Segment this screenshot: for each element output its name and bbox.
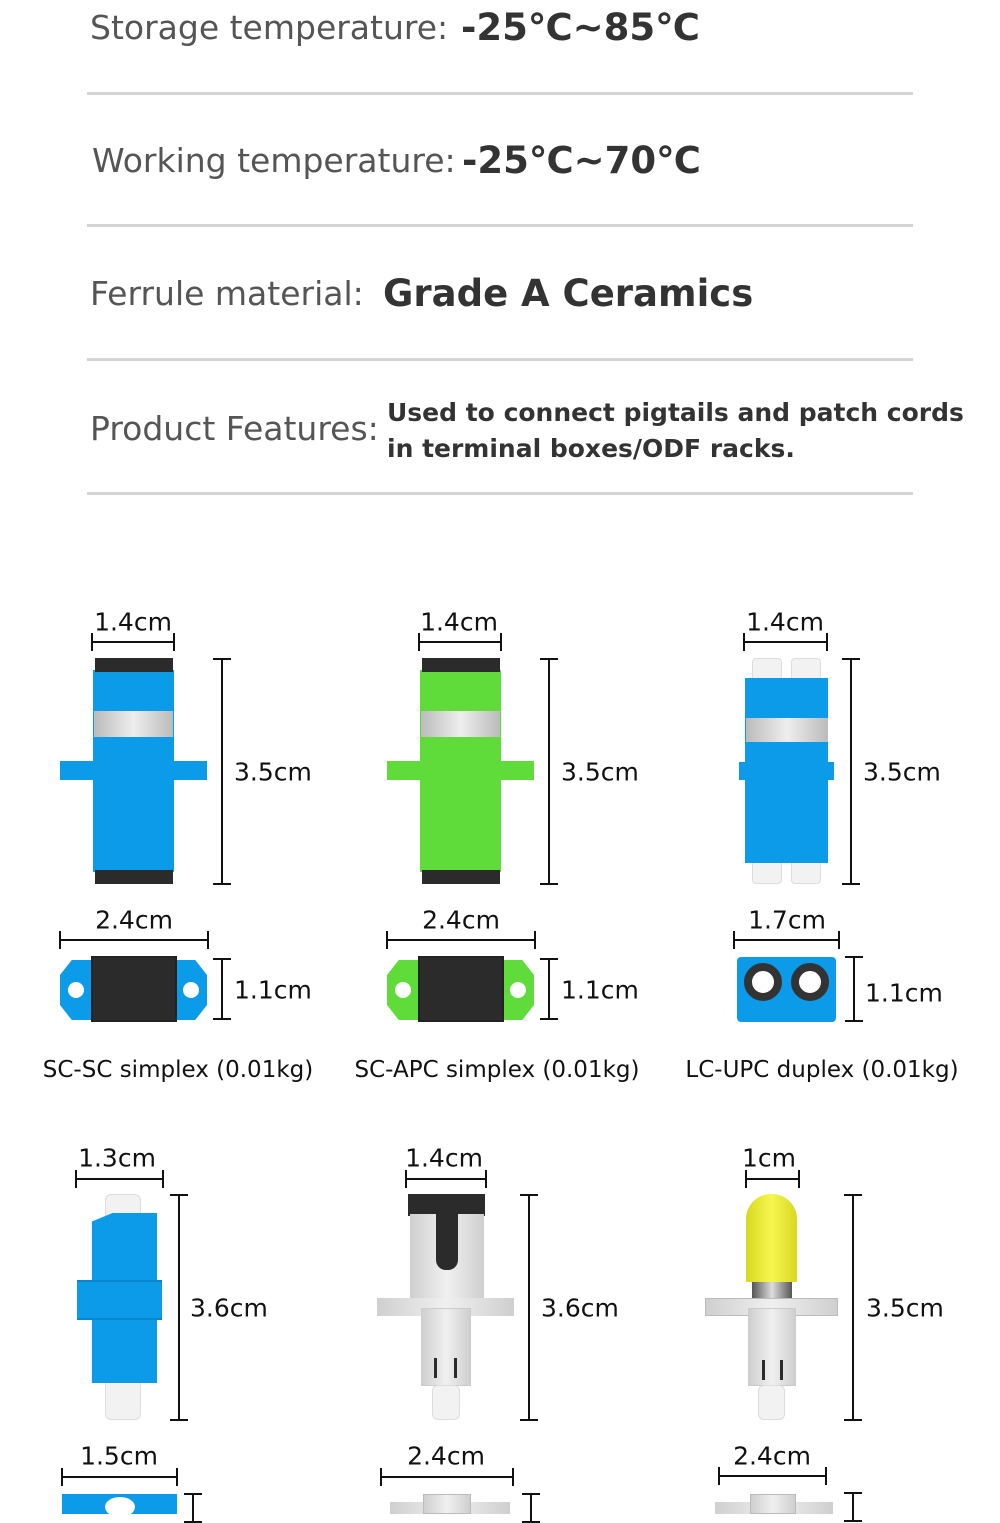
width-dimension-line (745, 1170, 800, 1188)
face-height-dimension-line (184, 1493, 202, 1523)
shutter-slot (436, 1214, 458, 1270)
width-dimension-line (418, 633, 502, 651)
screw-hole (510, 982, 526, 998)
height-label: 3.6cm (190, 1293, 268, 1323)
ferrule (432, 1385, 460, 1420)
dust-cap (746, 1194, 797, 1282)
working-temp-label: Working temperature: (92, 141, 456, 180)
working-temp-value: -25℃~70℃ (462, 139, 701, 182)
latch-slot (780, 1360, 783, 1380)
features-line: Used to connect pigtails and patch cords (387, 398, 964, 427)
adapter-body (745, 678, 828, 863)
height-label: 3.5cm (561, 757, 639, 787)
height-label: 3.5cm (863, 757, 941, 787)
lc-body (421, 1308, 471, 1386)
ferrule-port (744, 963, 782, 1001)
divider (87, 224, 913, 227)
face-height-label: 1.1cm (234, 975, 312, 1005)
face-port (418, 956, 504, 1022)
storage-temp-value: -25℃~85℃ (461, 6, 700, 49)
storage-temp-label: Storage temperature: (90, 8, 449, 47)
metal-clip (421, 711, 500, 737)
ferrule-port (105, 1497, 135, 1517)
width-dimension-line (405, 1170, 487, 1188)
face-height-dimension-line (844, 1492, 862, 1522)
height-dimension-line (213, 658, 231, 885)
face-width-label: 2.4cm (422, 905, 500, 935)
width-label: 1.4cm (405, 1143, 483, 1173)
product-caption: LC-UPC duplex (0.01kg) (685, 1057, 959, 1083)
face-port (423, 1494, 471, 1514)
face-width-dimension-line (380, 1468, 514, 1486)
width-dimension-line (91, 633, 175, 651)
width-dimension-line (75, 1170, 164, 1188)
adapter-body (420, 670, 501, 872)
adapter-body (93, 670, 174, 872)
face-width-dimension-line (59, 931, 209, 949)
latch-slot (454, 1358, 457, 1378)
adapter-cap (422, 870, 500, 884)
st-sleeve (752, 1282, 792, 1300)
face-width-dimension-line (718, 1467, 827, 1485)
face-width-label: 1.7cm (748, 905, 826, 935)
face-width-label: 2.4cm (95, 905, 173, 935)
width-label: 1cm (741, 1143, 797, 1173)
face-width-dimension-line (61, 1468, 178, 1486)
height-dimension-line (842, 658, 860, 885)
ferrule-cap (752, 860, 782, 884)
screw-hole (395, 982, 411, 998)
height-label: 3.5cm (234, 757, 312, 787)
height-label: 3.6cm (541, 1293, 619, 1323)
adapter-cap (95, 658, 173, 672)
metal-clip (94, 711, 173, 737)
screw-hole (183, 982, 199, 998)
metal-clip (746, 718, 828, 742)
divider (87, 358, 913, 361)
ferrule-value: Grade A Ceramics (383, 272, 754, 315)
face-port (91, 956, 177, 1022)
divider (87, 492, 913, 495)
width-label: 1.4cm (94, 607, 172, 637)
divider (87, 92, 913, 95)
adapter-flange (77, 1280, 162, 1320)
face-width-label: 1.5cm (80, 1441, 158, 1471)
ferrule-label: Ferrule material: (90, 274, 364, 313)
width-label: 1.4cm (746, 607, 824, 637)
width-dimension-line (743, 633, 828, 651)
latch-slot (434, 1358, 437, 1378)
features-line: in terminal boxes/ODF racks. (387, 434, 795, 463)
product-caption: SC-SC simplex (0.01kg) (42, 1057, 314, 1083)
face-height-dimension-line (213, 958, 231, 1020)
adapter-flange (377, 1298, 514, 1316)
face-height-label: 1.1cm (865, 978, 943, 1008)
height-dimension-line (540, 658, 558, 885)
adapter-cap (95, 870, 173, 884)
face-height-dimension-line (522, 1493, 540, 1523)
ferrule (758, 1385, 785, 1420)
ferrule-cap (791, 860, 821, 884)
adapter-cap (408, 1194, 485, 1216)
product-caption: SC-APC simplex (0.01kg) (354, 1057, 640, 1083)
face-width-dimension-line (733, 931, 840, 949)
face-width-label: 2.4cm (407, 1441, 485, 1471)
face-port (750, 1494, 796, 1514)
face-height-dimension-line (845, 956, 863, 1022)
face-width-label: 2.4cm (733, 1441, 811, 1471)
features-value: Used to connect pigtails and patch cords… (387, 395, 964, 467)
height-dimension-line (520, 1194, 538, 1421)
width-label: 1.4cm (420, 607, 498, 637)
height-dimension-line (170, 1194, 188, 1421)
face-height-dimension-line (540, 958, 558, 1020)
lc-body (748, 1308, 796, 1386)
face-width-dimension-line (386, 931, 536, 949)
face-height-label: 1.1cm (561, 975, 639, 1005)
screw-hole (68, 982, 84, 998)
height-label: 3.5cm (866, 1293, 944, 1323)
height-dimension-line (844, 1194, 862, 1421)
width-label: 1.3cm (78, 1143, 156, 1173)
latch-slot (762, 1360, 765, 1380)
features-label: Product Features: (90, 409, 379, 448)
ferrule-port (791, 963, 829, 1001)
adapter-cap (422, 658, 500, 672)
